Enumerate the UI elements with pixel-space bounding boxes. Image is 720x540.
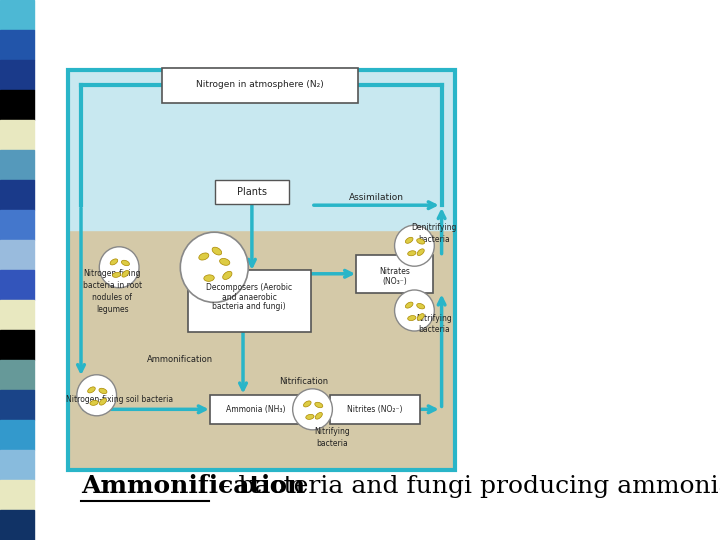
Ellipse shape <box>306 414 314 420</box>
Ellipse shape <box>88 387 95 393</box>
Ellipse shape <box>417 239 425 244</box>
Ellipse shape <box>304 401 311 407</box>
FancyBboxPatch shape <box>162 68 358 103</box>
Ellipse shape <box>112 272 121 278</box>
Ellipse shape <box>315 402 323 408</box>
Ellipse shape <box>220 259 230 265</box>
Text: Ammonia (NH₃): Ammonia (NH₃) <box>226 405 286 414</box>
Ellipse shape <box>204 275 215 281</box>
Text: Nitrogen in atmosphere (N₂): Nitrogen in atmosphere (N₂) <box>197 80 324 89</box>
Text: Nitrifying
bacteria: Nitrifying bacteria <box>314 427 350 448</box>
Bar <box>0 330 34 360</box>
Bar <box>0 60 34 90</box>
Text: bacteria and fungi): bacteria and fungi) <box>212 302 286 310</box>
Bar <box>0 300 34 330</box>
Bar <box>68 70 454 230</box>
Ellipse shape <box>417 249 424 255</box>
Circle shape <box>99 247 139 288</box>
Ellipse shape <box>212 247 222 255</box>
Bar <box>0 390 34 420</box>
Bar <box>0 270 34 300</box>
Bar <box>0 90 34 120</box>
Ellipse shape <box>408 315 416 321</box>
Ellipse shape <box>99 399 107 405</box>
Bar <box>0 420 34 450</box>
Circle shape <box>395 225 434 266</box>
Ellipse shape <box>99 388 107 394</box>
FancyBboxPatch shape <box>210 395 302 424</box>
Text: (NO₃⁻): (NO₃⁻) <box>382 278 407 286</box>
Text: Nitrogen-fixing soil bacteria: Nitrogen-fixing soil bacteria <box>66 395 173 404</box>
Bar <box>0 240 34 270</box>
Ellipse shape <box>417 314 424 320</box>
Bar <box>0 210 34 240</box>
Bar <box>0 150 34 180</box>
Ellipse shape <box>315 413 323 419</box>
Circle shape <box>180 232 248 302</box>
Text: Ammonification: Ammonification <box>81 474 305 498</box>
Bar <box>68 70 454 470</box>
Text: – bacteria and fungi producing ammonia.: – bacteria and fungi producing ammonia. <box>210 475 720 497</box>
Text: Ammonification: Ammonification <box>148 355 213 363</box>
FancyBboxPatch shape <box>356 255 433 293</box>
Bar <box>0 120 34 150</box>
Bar <box>0 510 34 540</box>
Ellipse shape <box>122 271 129 277</box>
Ellipse shape <box>110 259 118 265</box>
Bar <box>0 480 34 510</box>
Ellipse shape <box>222 271 232 280</box>
Text: Nitrification: Nitrification <box>279 377 329 386</box>
Ellipse shape <box>122 260 130 266</box>
Text: Nitrifying
bacteria: Nitrifying bacteria <box>416 314 451 334</box>
Bar <box>0 180 34 210</box>
Bar <box>0 450 34 480</box>
FancyBboxPatch shape <box>330 395 420 424</box>
FancyBboxPatch shape <box>188 270 311 332</box>
Bar <box>0 360 34 390</box>
Ellipse shape <box>408 251 416 256</box>
Text: Decomposers (Aerobic: Decomposers (Aerobic <box>206 284 292 292</box>
Circle shape <box>77 375 117 416</box>
Bar <box>0 0 34 30</box>
Bar <box>68 70 454 470</box>
Ellipse shape <box>405 302 413 308</box>
FancyBboxPatch shape <box>215 180 289 204</box>
Text: and anaerobic: and anaerobic <box>222 293 276 301</box>
Text: Nitrogen-fixing
bacteria in root
nodules of
legumes: Nitrogen-fixing bacteria in root nodules… <box>83 269 142 314</box>
Ellipse shape <box>417 303 425 309</box>
Ellipse shape <box>405 237 413 244</box>
Circle shape <box>395 290 434 331</box>
Text: Nitrates: Nitrates <box>379 267 410 275</box>
Text: Plants: Plants <box>237 187 267 197</box>
Circle shape <box>292 389 333 430</box>
Text: Assimilation: Assimilation <box>348 193 404 201</box>
Bar <box>0 30 34 60</box>
Ellipse shape <box>90 400 98 406</box>
Text: Nitrites (NO₂⁻): Nitrites (NO₂⁻) <box>347 405 402 414</box>
Text: Denitrifying
bacteria: Denitrifying bacteria <box>411 223 456 244</box>
Ellipse shape <box>199 253 209 260</box>
